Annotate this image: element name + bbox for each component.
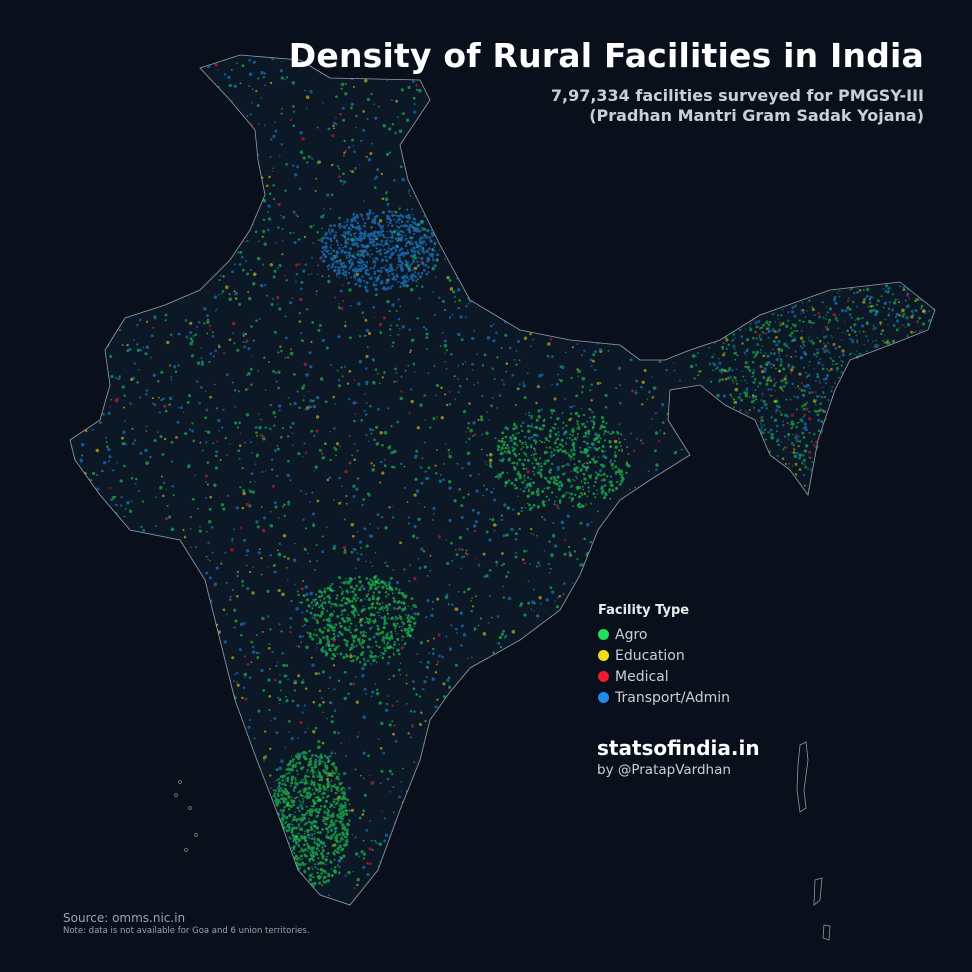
map-subtitle: 7,97,334 facilities surveyed for PMGSY-I… bbox=[551, 86, 924, 126]
legend-label-agro: Agro bbox=[615, 627, 647, 643]
subtitle-line-2: (Pradhan Mantri Gram Sadak Yojana) bbox=[551, 106, 924, 126]
agro-swatch bbox=[598, 629, 609, 640]
medical-swatch bbox=[598, 671, 609, 682]
lakshadweep-islands bbox=[174, 780, 198, 852]
legend-item-education: Education bbox=[598, 645, 730, 666]
source-text: Source: omms.nic.in bbox=[63, 911, 310, 925]
legend-title: Facility Type bbox=[598, 603, 730, 618]
india-outline bbox=[69, 54, 936, 906]
map-title: Density of Rural Facilities in India bbox=[289, 36, 924, 75]
source-block: Source: omms.nic.in Note: data is not av… bbox=[63, 911, 310, 936]
andaman-islands bbox=[796, 741, 831, 941]
transport-admin-swatch bbox=[598, 692, 609, 703]
brand-block: statsofindia.in by @PratapVardhan bbox=[597, 736, 760, 778]
subtitle-line-1: 7,97,334 facilities surveyed for PMGSY-I… bbox=[551, 86, 924, 106]
legend-label-education: Education bbox=[615, 648, 685, 664]
facility-legend: Facility Type Agro Education Medical Tra… bbox=[598, 603, 730, 708]
legend-item-medical: Medical bbox=[598, 666, 730, 687]
legend-label-medical: Medical bbox=[615, 669, 669, 685]
legend-item-agro: Agro bbox=[598, 624, 730, 645]
brand-name: statsofindia.in bbox=[597, 736, 760, 760]
legend-item-transport-admin: Transport/Admin bbox=[598, 687, 730, 708]
brand-author: by @PratapVardhan bbox=[597, 762, 760, 778]
legend-label-transport-admin: Transport/Admin bbox=[615, 690, 730, 706]
note-text: Note: data is not available for Goa and … bbox=[63, 926, 310, 936]
education-swatch bbox=[598, 650, 609, 661]
